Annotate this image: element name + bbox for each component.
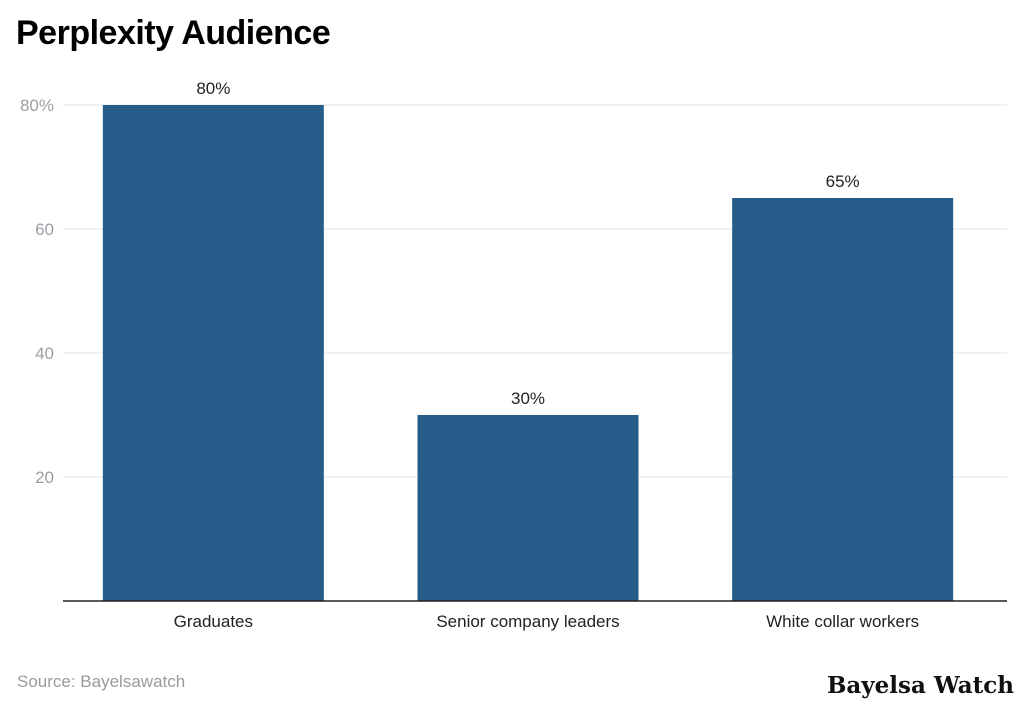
chart-title: Perplexity Audience [16, 14, 331, 52]
source-note: Source: Bayelsawatch [17, 672, 186, 691]
y-tick-label: 60 [35, 220, 54, 239]
y-tick-label: 80% [20, 96, 54, 115]
x-tick-label: White collar workers [766, 612, 919, 631]
y-tick-label: 20 [35, 468, 54, 487]
y-tick-label: 40 [35, 344, 54, 363]
brand-logo: Bayelsa Watch [826, 672, 1014, 699]
data-label: 65% [826, 172, 860, 191]
data-label: 80% [196, 79, 230, 98]
x-tick-label: Senior company leaders [436, 612, 619, 631]
bar [417, 415, 639, 601]
bar [732, 198, 954, 601]
x-tick-label: Graduates [174, 612, 253, 631]
bar [102, 105, 324, 601]
data-label: 30% [511, 389, 545, 408]
